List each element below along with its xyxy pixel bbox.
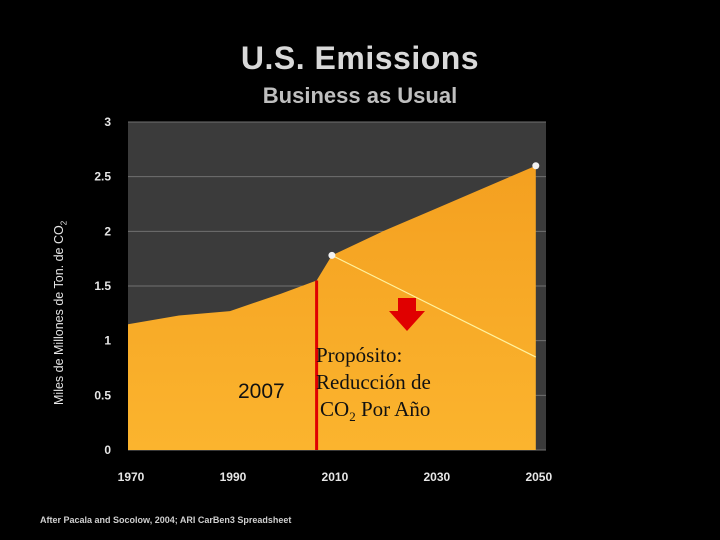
- reduction-line: [331, 254, 537, 358]
- y-tick-label: 0.5: [94, 388, 111, 402]
- chart-title: U.S. Emissions: [240, 40, 480, 76]
- y-tick-label: 1.5: [94, 279, 111, 293]
- projection-point: [328, 251, 336, 259]
- goal-annotation: Propósito: Reducción de CO2 Por Año: [316, 342, 431, 430]
- y-axis-label: Miles de Millones de Ton. de CO2: [52, 145, 69, 405]
- goal-subscript: 2: [349, 409, 356, 425]
- goal-line-3: CO2 Por Año: [316, 396, 431, 430]
- y-tick-label: 3: [104, 115, 111, 129]
- x-tick-label: 1990: [220, 470, 247, 484]
- year-marker-label: 2007: [238, 380, 285, 403]
- y-tick-label: 2: [104, 224, 111, 238]
- source-note: After Pacala and Socolow, 2004; ARI CarB…: [40, 515, 292, 525]
- projection-point: [532, 162, 540, 170]
- down-arrow-icon: [389, 298, 425, 331]
- goal-co: CO: [320, 397, 350, 421]
- x-tick-label: 1970: [118, 470, 145, 484]
- y-tick-label: 2.5: [94, 170, 111, 184]
- goal-line-1: Propósito:: [316, 343, 403, 367]
- chart-subtitle: Business as Usual: [262, 83, 458, 108]
- x-tick-label: 2010: [322, 470, 349, 484]
- y-axis-label-subscript: 2: [59, 220, 69, 226]
- x-tick-label: 2050: [525, 470, 552, 484]
- y-tick-label: 1: [104, 334, 111, 348]
- emissions-area: [128, 165, 536, 450]
- goal-per-year: Por Año: [355, 397, 431, 421]
- y-axis-label-text: Miles de Millones de Ton. de CO: [52, 225, 66, 405]
- y-tick-label: 0: [104, 443, 111, 457]
- goal-line-2: Reducción de: [316, 370, 431, 394]
- x-tick-label: 2030: [424, 470, 451, 484]
